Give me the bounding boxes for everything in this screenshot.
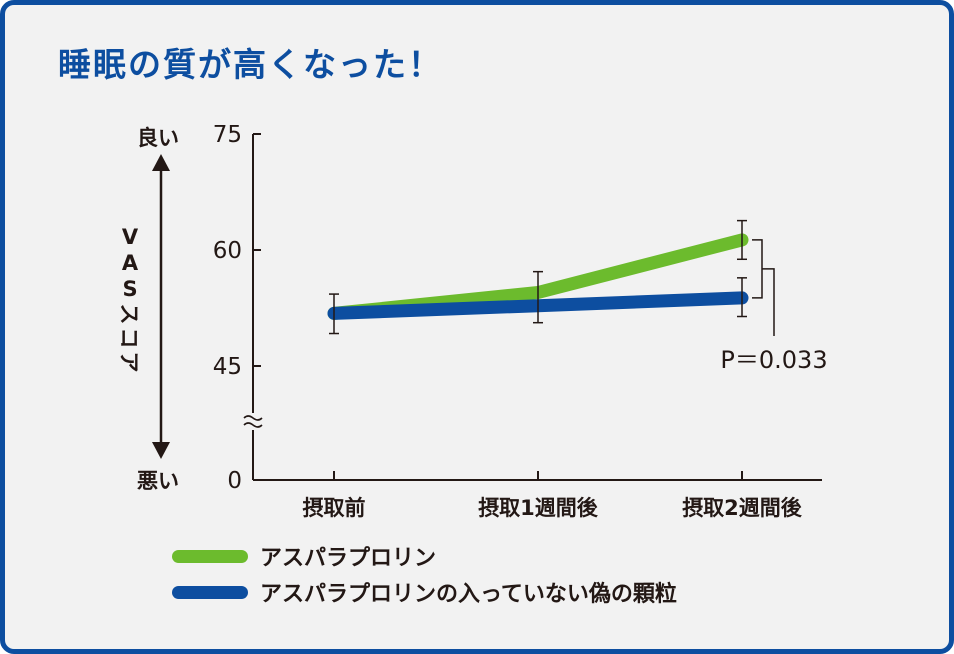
side-label-bad: 悪い xyxy=(137,469,179,493)
legend-swatch-blue xyxy=(172,585,248,599)
legend: アスパラプロリン アスパラプロリンの入っていない偽の顆粒 xyxy=(172,538,677,610)
y-tick-label: 60 xyxy=(213,238,242,264)
significance-bracket xyxy=(752,239,763,299)
x-category-label: 摂取2週間後 xyxy=(682,496,803,520)
legend-item-asparaprolin: アスパラプロリン xyxy=(172,538,677,574)
chart-title: 睡眠の質が高くなった！ xyxy=(58,45,443,84)
legend-label: アスパラプロリン xyxy=(260,546,437,571)
x-category-label: 摂取前 xyxy=(303,496,366,520)
y-tick-label: 0 xyxy=(227,468,242,494)
arrow-up-icon xyxy=(152,154,170,171)
legend-label: アスパラプロリンの入っていない偽の顆粒 xyxy=(260,582,677,607)
legend-item-placebo: アスパラプロリンの入っていない偽の顆粒 xyxy=(172,574,677,610)
vas-label-char: S xyxy=(122,277,137,301)
vas-label-char: A xyxy=(122,251,139,275)
y-tick-label: 45 xyxy=(213,354,242,380)
p-value-label: P＝0.033 xyxy=(720,346,827,374)
x-category-label: 摂取1週間後 xyxy=(478,496,599,520)
vas-label-char: ア xyxy=(117,352,141,373)
side-label-good: 良い xyxy=(137,126,179,150)
y-tick-label: 75 xyxy=(213,122,242,148)
vas-label-char: コ xyxy=(117,328,141,349)
arrow-down-icon xyxy=(152,442,170,459)
vas-label-char: ス xyxy=(117,304,141,325)
vas-label-char: V xyxy=(122,225,139,249)
axis-break-mark xyxy=(243,415,263,428)
significance-leader xyxy=(762,268,775,336)
legend-swatch-green xyxy=(172,549,248,563)
